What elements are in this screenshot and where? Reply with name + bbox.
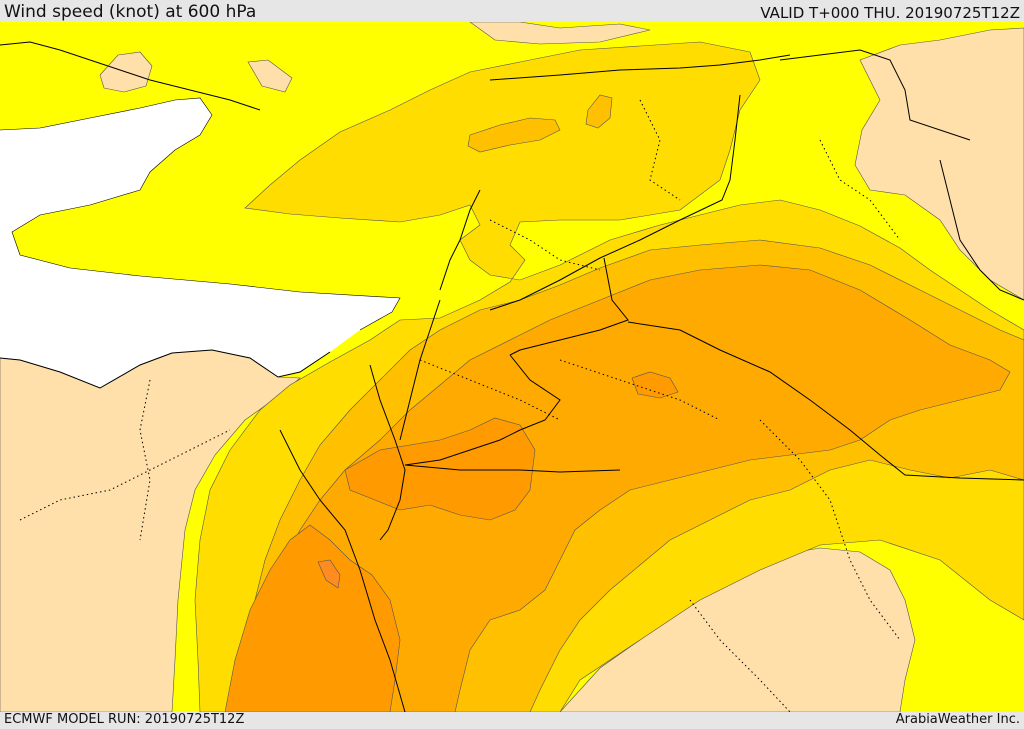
sea-coastline	[0, 97, 401, 331]
credit-label: ArabiaWeather Inc.	[895, 712, 1020, 727]
country-borders	[0, 41, 1024, 712]
map-title: Wind speed (knot) at 600 hPa	[4, 2, 257, 22]
map-canvas	[0, 22, 1024, 712]
internal-boundaries	[19, 99, 901, 712]
band-dark-orange-iraq	[631, 371, 679, 399]
map-footer: ECMWF MODEL RUN: 20190725T12Z ArabiaWeat…	[0, 712, 1024, 729]
mediterranean-sea	[0, 98, 400, 388]
calm-area-iran	[854, 27, 1024, 301]
valid-time: VALID T+000 THU. 20190725T12Z	[760, 4, 1020, 22]
calm-area-anatolia	[247, 59, 293, 93]
calm-area-north	[469, 22, 651, 45]
band-dark-orange-redsea	[224, 524, 401, 712]
band-orange-light-syria	[467, 117, 561, 153]
band-orange	[254, 264, 1011, 712]
map-header: Wind speed (knot) at 600 hPa VALID T+000…	[0, 0, 1024, 22]
wind-speed-map	[0, 22, 1024, 712]
band-orange-light-syria2	[585, 94, 613, 129]
model-run: ECMWF MODEL RUN: 20190725T12Z	[4, 712, 245, 727]
band-dark-orange-sinai	[344, 417, 536, 521]
band-core-redsea	[317, 559, 341, 589]
